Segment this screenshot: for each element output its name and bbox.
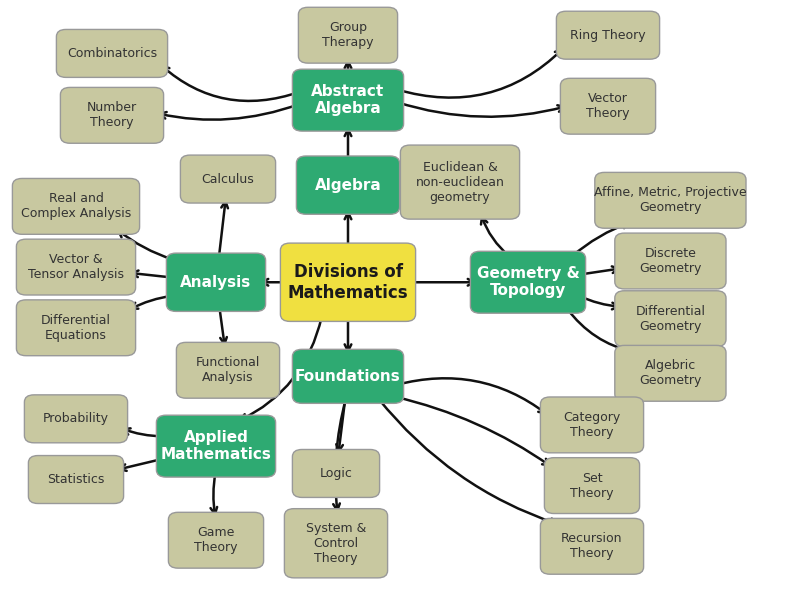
FancyBboxPatch shape — [61, 87, 164, 143]
FancyBboxPatch shape — [180, 155, 275, 203]
FancyBboxPatch shape — [296, 156, 400, 214]
Text: Functional
Analysis: Functional Analysis — [196, 356, 260, 384]
Text: Probability: Probability — [43, 412, 109, 426]
FancyBboxPatch shape — [157, 415, 275, 477]
FancyBboxPatch shape — [293, 69, 403, 131]
FancyBboxPatch shape — [169, 512, 264, 568]
FancyBboxPatch shape — [293, 449, 380, 498]
Text: Algebric
Geometry: Algebric Geometry — [639, 359, 702, 387]
FancyBboxPatch shape — [298, 7, 398, 63]
Text: Category
Theory: Category Theory — [563, 411, 621, 439]
FancyBboxPatch shape — [544, 458, 640, 514]
FancyBboxPatch shape — [400, 145, 520, 219]
Text: Recursion
Theory: Recursion Theory — [562, 532, 622, 560]
Text: Logic: Logic — [319, 467, 353, 480]
Text: Group
Therapy: Group Therapy — [322, 21, 374, 49]
Text: Analysis: Analysis — [180, 275, 252, 290]
FancyBboxPatch shape — [12, 178, 139, 234]
FancyBboxPatch shape — [614, 291, 726, 347]
Text: Applied
Mathematics: Applied Mathematics — [161, 430, 271, 463]
Text: Abstract
Algebra: Abstract Algebra — [311, 84, 385, 117]
FancyBboxPatch shape — [29, 455, 123, 504]
Text: Euclidean &
non-euclidean
geometry: Euclidean & non-euclidean geometry — [415, 161, 505, 203]
Text: Statistics: Statistics — [47, 473, 105, 486]
Text: Algebra: Algebra — [314, 178, 382, 192]
FancyBboxPatch shape — [285, 509, 387, 578]
FancyBboxPatch shape — [541, 518, 643, 574]
Text: Number
Theory: Number Theory — [87, 101, 137, 129]
FancyBboxPatch shape — [541, 397, 643, 453]
Text: Game
Theory: Game Theory — [194, 526, 238, 554]
Text: Vector &
Tensor Analysis: Vector & Tensor Analysis — [28, 253, 124, 281]
FancyBboxPatch shape — [176, 342, 280, 398]
Text: System &
Control
Theory: System & Control Theory — [306, 522, 366, 565]
FancyBboxPatch shape — [560, 78, 656, 134]
FancyBboxPatch shape — [293, 350, 403, 403]
Text: Discrete
Geometry: Discrete Geometry — [639, 247, 702, 275]
FancyBboxPatch shape — [25, 395, 128, 443]
FancyBboxPatch shape — [614, 233, 726, 289]
Text: Combinatorics: Combinatorics — [67, 47, 157, 60]
Text: Differential
Geometry: Differential Geometry — [635, 305, 706, 333]
FancyBboxPatch shape — [166, 253, 266, 311]
FancyBboxPatch shape — [557, 12, 659, 59]
Text: Affine, Metric, Projective
Geometry: Affine, Metric, Projective Geometry — [594, 186, 746, 214]
Text: Ring Theory: Ring Theory — [570, 29, 646, 42]
Text: Vector
Theory: Vector Theory — [586, 92, 630, 120]
Text: Foundations: Foundations — [295, 369, 401, 384]
FancyBboxPatch shape — [17, 300, 135, 356]
FancyBboxPatch shape — [470, 251, 586, 313]
FancyBboxPatch shape — [280, 243, 416, 322]
Text: Differential
Equations: Differential Equations — [41, 314, 111, 342]
FancyBboxPatch shape — [17, 239, 135, 295]
Text: Set
Theory: Set Theory — [570, 472, 614, 500]
Text: Calculus: Calculus — [202, 172, 254, 186]
FancyBboxPatch shape — [594, 172, 746, 228]
Text: Real and
Complex Analysis: Real and Complex Analysis — [21, 192, 131, 220]
Text: Divisions of
Mathematics: Divisions of Mathematics — [288, 263, 408, 302]
Text: Geometry &
Topology: Geometry & Topology — [477, 266, 579, 299]
FancyBboxPatch shape — [57, 29, 168, 77]
FancyBboxPatch shape — [614, 345, 726, 401]
